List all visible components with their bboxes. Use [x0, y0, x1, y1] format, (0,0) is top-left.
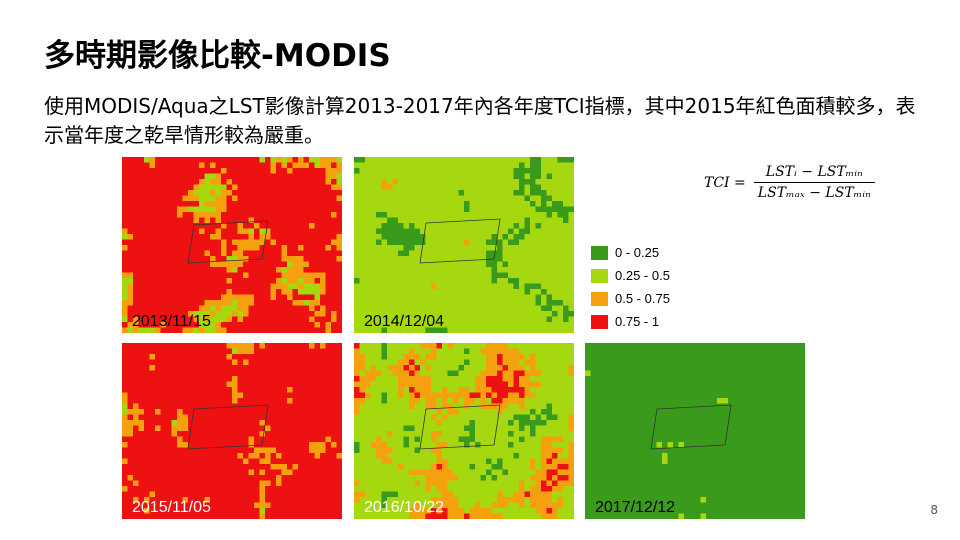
tci-map-2015: 2015/11/05	[122, 343, 342, 519]
legend-label: 0.25 - 0.5	[615, 268, 670, 283]
study-area-outline	[187, 220, 269, 264]
slide-title: 多時期影像比較-MODIS	[44, 38, 391, 74]
formula-fraction: LSTᵢ − LSTₘᵢₙ LSTₘₐₓ − LSTₘᵢₙ	[753, 164, 875, 201]
formula-lhs: TCI =	[704, 174, 746, 191]
tci-raster	[122, 343, 342, 519]
tci-map-2017: 2017/12/12	[585, 343, 805, 519]
map-date-label: 2013/11/15	[132, 313, 211, 330]
legend-swatch	[591, 291, 608, 306]
legend-swatch	[591, 314, 608, 329]
legend-swatch	[591, 245, 608, 260]
map-date-label: 2014/12/04	[364, 313, 445, 330]
legend-item: 0.75 - 1	[591, 310, 670, 333]
legend-label: 0.75 - 1	[615, 314, 660, 329]
study-area-outline	[187, 404, 269, 450]
study-area-outline	[419, 218, 501, 264]
tci-map-2014: 2014/12/04	[354, 157, 574, 333]
map-date-label: 2016/10/22	[364, 499, 445, 516]
legend-item: 0.5 - 0.75	[591, 287, 670, 310]
legend-label: 0 - 0.25	[615, 245, 660, 260]
tci-raster	[354, 157, 574, 333]
study-area-outline	[650, 404, 732, 450]
study-area-outline	[419, 404, 501, 450]
legend-item: 0.25 - 0.5	[591, 264, 670, 287]
map-date-label: 2015/11/05	[132, 499, 211, 516]
tci-raster	[122, 157, 342, 333]
legend-swatch	[591, 268, 608, 283]
legend-label: 0.5 - 0.75	[615, 291, 670, 306]
slide-body-text: 使用MODIS/Aqua之LST影像計算2013-2017年內各年度TCI指標，…	[44, 94, 916, 147]
tci-formula: TCI = LSTᵢ − LSTₘᵢₙ LSTₘₐₓ − LSTₘᵢₙ	[704, 164, 875, 201]
fraction-bar	[753, 182, 875, 183]
page-number: 8	[930, 503, 938, 517]
tci-map-2016: 2016/10/22	[354, 343, 574, 519]
formula-numerator: LSTᵢ − LSTₘᵢₙ	[765, 164, 863, 180]
tci-raster	[354, 343, 574, 519]
formula-denominator: LSTₘₐₓ − LSTₘᵢₙ	[757, 185, 871, 201]
tci-legend: 0 - 0.25 0.25 - 0.5 0.5 - 0.75 0.75 - 1	[591, 241, 670, 333]
tci-map-2013: 2013/11/15	[122, 157, 342, 333]
legend-item: 0 - 0.25	[591, 241, 670, 264]
map-date-label: 2017/12/12	[595, 499, 676, 516]
tci-raster	[585, 343, 805, 519]
